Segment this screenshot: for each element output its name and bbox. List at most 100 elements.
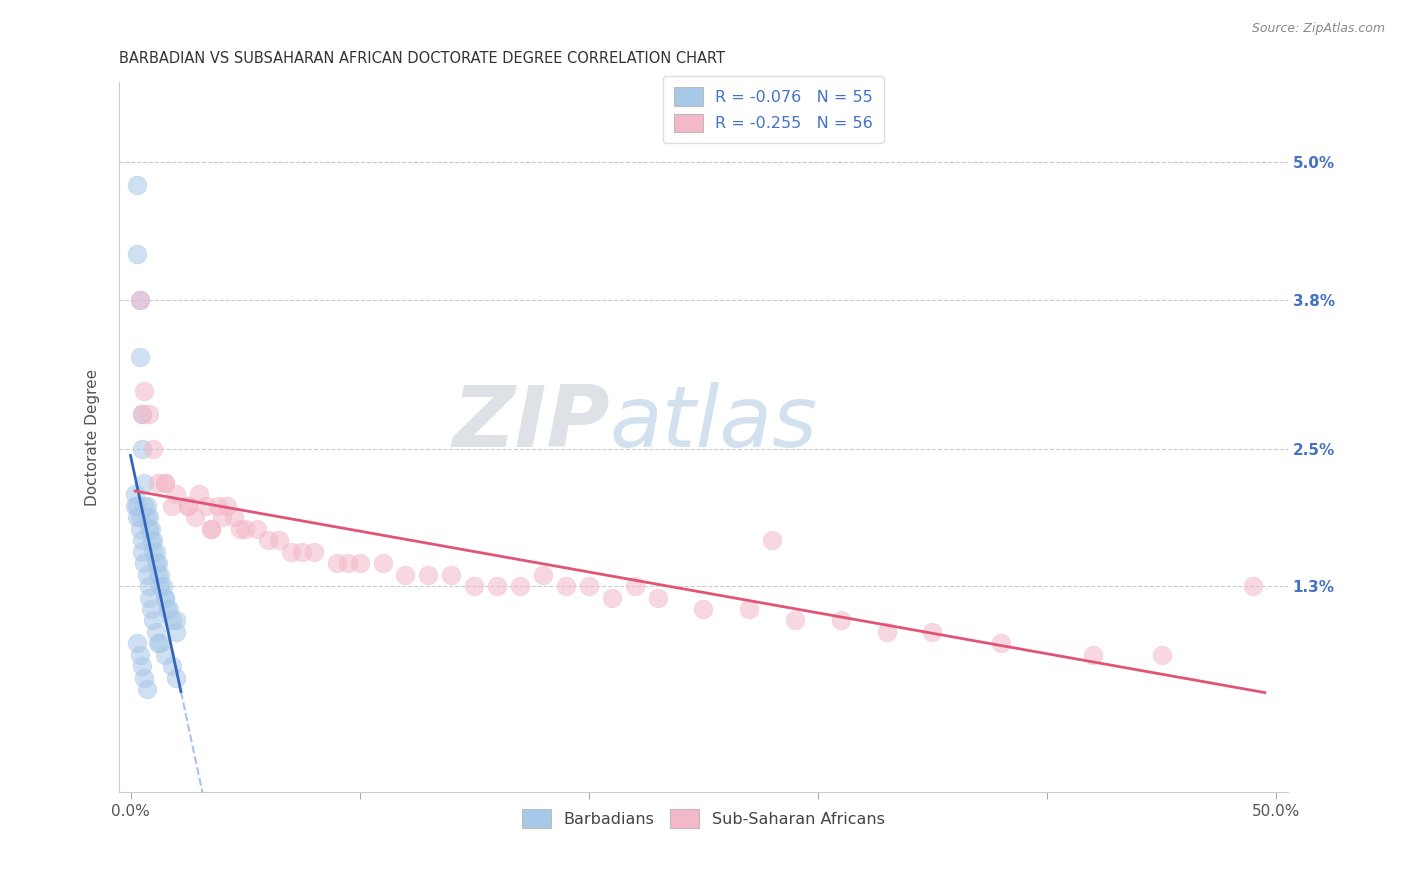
Point bbox=[138, 522, 160, 536]
Point bbox=[139, 533, 162, 548]
Point bbox=[128, 293, 150, 307]
Point bbox=[269, 533, 291, 548]
Point bbox=[165, 671, 187, 685]
Point bbox=[761, 533, 783, 548]
Point bbox=[188, 487, 211, 501]
Point bbox=[146, 636, 169, 650]
Point bbox=[440, 567, 463, 582]
Point bbox=[142, 533, 165, 548]
Text: BARBADIAN VS SUBSAHARAN AFRICAN DOCTORATE DEGREE CORRELATION CHART: BARBADIAN VS SUBSAHARAN AFRICAN DOCTORAT… bbox=[120, 51, 725, 66]
Point bbox=[165, 487, 187, 501]
Text: atlas: atlas bbox=[610, 382, 818, 465]
Point bbox=[127, 247, 149, 261]
Point bbox=[200, 522, 222, 536]
Point bbox=[160, 659, 183, 673]
Point bbox=[134, 384, 156, 399]
Point bbox=[394, 567, 416, 582]
Point bbox=[876, 624, 898, 639]
Point bbox=[127, 636, 149, 650]
Point bbox=[554, 579, 576, 593]
Point bbox=[207, 499, 229, 513]
Point bbox=[509, 579, 531, 593]
Point bbox=[138, 510, 160, 524]
Point bbox=[325, 556, 347, 570]
Point bbox=[371, 556, 394, 570]
Point bbox=[128, 648, 150, 662]
Point bbox=[142, 442, 165, 456]
Point bbox=[135, 682, 157, 697]
Point bbox=[149, 567, 172, 582]
Point bbox=[135, 499, 157, 513]
Point bbox=[127, 510, 149, 524]
Point bbox=[131, 545, 153, 559]
Point bbox=[146, 476, 169, 491]
Point bbox=[195, 499, 218, 513]
Point bbox=[1150, 648, 1173, 662]
Point bbox=[183, 510, 205, 524]
Point bbox=[692, 602, 714, 616]
Point bbox=[990, 636, 1012, 650]
Point bbox=[177, 499, 200, 513]
Point bbox=[145, 556, 167, 570]
Point bbox=[131, 407, 153, 421]
Point bbox=[128, 510, 150, 524]
Point bbox=[222, 510, 245, 524]
Point bbox=[647, 591, 669, 605]
Point bbox=[124, 487, 146, 501]
Point bbox=[131, 407, 153, 421]
Point bbox=[257, 533, 280, 548]
Point bbox=[127, 178, 149, 193]
Point bbox=[463, 579, 485, 593]
Point bbox=[623, 579, 645, 593]
Point bbox=[418, 567, 440, 582]
Point bbox=[738, 602, 761, 616]
Point bbox=[145, 624, 167, 639]
Point bbox=[165, 614, 187, 628]
Point bbox=[302, 545, 325, 559]
Point bbox=[153, 591, 176, 605]
Point bbox=[233, 522, 256, 536]
Point bbox=[1081, 648, 1104, 662]
Point bbox=[160, 614, 183, 628]
Point bbox=[131, 659, 153, 673]
Point bbox=[139, 602, 162, 616]
Point bbox=[138, 591, 160, 605]
Point bbox=[131, 442, 153, 456]
Point bbox=[531, 567, 554, 582]
Point bbox=[139, 522, 162, 536]
Point bbox=[245, 522, 267, 536]
Point bbox=[165, 624, 187, 639]
Point bbox=[145, 545, 167, 559]
Point bbox=[128, 522, 150, 536]
Point bbox=[128, 350, 150, 364]
Point bbox=[337, 556, 360, 570]
Point bbox=[153, 648, 176, 662]
Point bbox=[134, 476, 156, 491]
Point bbox=[200, 522, 222, 536]
Point bbox=[149, 636, 172, 650]
Point bbox=[124, 499, 146, 513]
Point bbox=[349, 556, 371, 570]
Point bbox=[1241, 579, 1264, 593]
Point bbox=[291, 545, 314, 559]
Point bbox=[128, 293, 150, 307]
Point bbox=[152, 579, 174, 593]
Point bbox=[153, 476, 176, 491]
Point bbox=[134, 499, 156, 513]
Point bbox=[830, 614, 852, 628]
Text: Source: ZipAtlas.com: Source: ZipAtlas.com bbox=[1251, 22, 1385, 36]
Point bbox=[146, 567, 169, 582]
Point bbox=[146, 556, 169, 570]
Point bbox=[280, 545, 302, 559]
Point bbox=[142, 545, 165, 559]
Point bbox=[135, 567, 157, 582]
Point bbox=[177, 499, 200, 513]
Point bbox=[578, 579, 600, 593]
Y-axis label: Doctorate Degree: Doctorate Degree bbox=[86, 368, 100, 506]
Point bbox=[138, 407, 160, 421]
Point bbox=[600, 591, 623, 605]
Point bbox=[131, 533, 153, 548]
Point bbox=[921, 624, 943, 639]
Point bbox=[135, 510, 157, 524]
Text: ZIP: ZIP bbox=[453, 382, 610, 465]
